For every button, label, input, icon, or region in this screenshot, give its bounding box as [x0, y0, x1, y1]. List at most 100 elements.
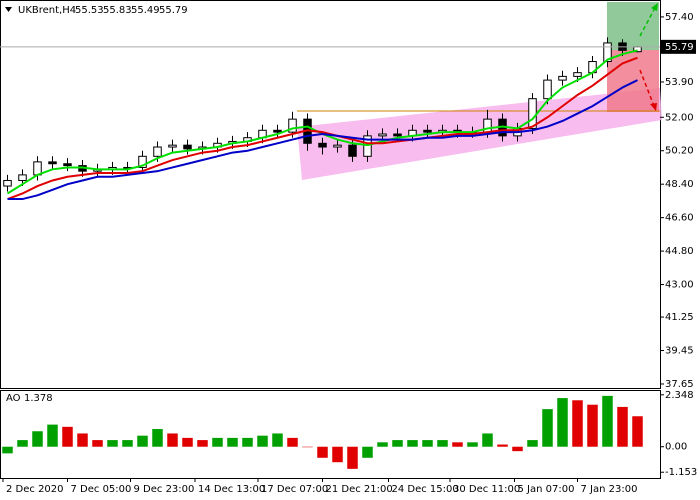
candle-body	[318, 142, 327, 148]
oscillator-bar	[77, 433, 88, 447]
oscillator-bar	[437, 440, 448, 447]
oscillator-bar	[632, 416, 643, 447]
oscillator-bar	[572, 400, 583, 447]
oscillator-bar	[62, 426, 73, 447]
oscillator-bar	[482, 433, 493, 447]
oscillator-bar	[452, 442, 463, 447]
x-tick-label: 7 Dec 05:00	[71, 484, 132, 495]
oscillator-bar	[332, 446, 343, 463]
oscillator-bar	[347, 446, 358, 469]
down-arrow-head	[650, 103, 657, 111]
candle-body	[333, 144, 342, 148]
oscillator-bar	[497, 444, 508, 447]
candle-body	[153, 146, 162, 157]
ohlc-open: 55.53	[75, 5, 104, 16]
oscillator-tick-label: 0.00	[665, 442, 687, 453]
candle-body	[273, 129, 282, 133]
candle-body	[558, 75, 567, 81]
x-tick-label: 7 Jan 23:00	[581, 484, 638, 495]
candle-body	[3, 179, 12, 187]
y-tick-label: 44.80	[665, 246, 694, 257]
oscillator-name: AO	[6, 393, 21, 404]
x-tick-label: 14 Dec 13:00	[198, 484, 265, 495]
oscillator-bar	[617, 406, 628, 447]
candle-body	[543, 79, 552, 100]
oscillator-bar	[317, 446, 328, 458]
oscillator-value: 1.378	[24, 393, 53, 404]
up-arrow	[639, 5, 657, 37]
oscillator-bar	[362, 446, 373, 458]
x-tick-label: 2 Dec 2020	[6, 484, 64, 495]
chart-title: UKBrent,H4	[18, 5, 76, 16]
x-tick-label: 30 Dec 11:00	[453, 484, 520, 495]
x-tick-label: 24 Dec 15:00	[392, 484, 459, 495]
main-panel	[0, 0, 661, 389]
oscillator-bar	[182, 437, 193, 447]
y-tick-label: 52.00	[665, 112, 694, 123]
candle-body	[63, 163, 72, 167]
oscillator-tick-label: -1.153	[665, 467, 697, 478]
oscillator-bar	[557, 398, 568, 447]
up-arrow-head	[651, 3, 658, 11]
oscillator-bar	[242, 437, 253, 447]
oscillator-bar	[392, 440, 403, 447]
y-tick-label: 39.45	[665, 346, 694, 357]
ohlc-close: 55.79	[159, 5, 188, 16]
oscillator-bar	[287, 437, 298, 447]
moving-average	[7, 56, 638, 200]
oscillator-bar	[257, 435, 268, 447]
candle-body	[138, 155, 147, 168]
candle-body	[393, 133, 402, 137]
candle-body	[18, 174, 27, 181]
last-price-label: 55.79	[665, 42, 694, 53]
oscillator-bar	[17, 440, 28, 447]
ohlc-high: 55.83	[103, 5, 132, 16]
moving-average	[7, 79, 638, 201]
oscillator-bar	[167, 433, 178, 447]
oscillator-bar	[47, 424, 58, 447]
oscillator-bar	[587, 404, 598, 447]
candle-body	[288, 118, 297, 133]
candle-body	[573, 72, 582, 77]
oscillator-bar	[122, 440, 133, 447]
x-tick-label: 9 Dec 23:00	[134, 484, 195, 495]
candle-body	[483, 118, 492, 133]
oscillator-bar	[92, 440, 103, 447]
oscillator-bar	[512, 446, 523, 452]
y-tick-label: 57.40	[665, 12, 694, 23]
oscillator-bar	[422, 440, 433, 447]
title-marker	[5, 7, 12, 12]
oscillator-bar	[197, 440, 208, 447]
candle-body	[603, 42, 612, 63]
ohlc-low: 55.49	[131, 5, 160, 16]
y-tick-label: 48.40	[665, 179, 694, 190]
oscillator-bar	[542, 409, 553, 447]
oscillator-bar	[212, 437, 223, 447]
candle-body	[168, 144, 177, 148]
oscillator-bar	[107, 440, 118, 447]
x-tick-label: 21 Dec 21:00	[326, 484, 393, 495]
oscillator-bar	[2, 446, 13, 454]
candle-body	[423, 129, 432, 133]
y-tick-label: 37.65	[665, 379, 694, 390]
oscillator-bar	[32, 431, 43, 447]
oscillator-bar	[227, 437, 238, 447]
y-tick-label: 43.00	[665, 280, 694, 291]
candle-body	[378, 133, 387, 137]
y-tick-label: 41.25	[665, 312, 694, 323]
oscillator-bar	[302, 446, 313, 448]
oscillator-bar	[137, 435, 148, 447]
last-price-box	[660, 39, 696, 54]
y-tick-label: 46.60	[665, 213, 694, 224]
oscillator-tick-label: 2.348	[665, 390, 694, 401]
x-tick-label: 5 Jan 07:00	[518, 484, 575, 495]
oscillator-bar	[467, 442, 478, 447]
oscillator-bar	[272, 433, 283, 447]
oscillator-bar	[152, 429, 163, 447]
oscillator-bar	[602, 395, 613, 447]
oscillator-bar	[407, 440, 418, 447]
x-tick-label: 17 Dec 07:00	[261, 484, 328, 495]
candle-body	[348, 144, 357, 157]
y-tick-label: 50.20	[665, 146, 694, 157]
